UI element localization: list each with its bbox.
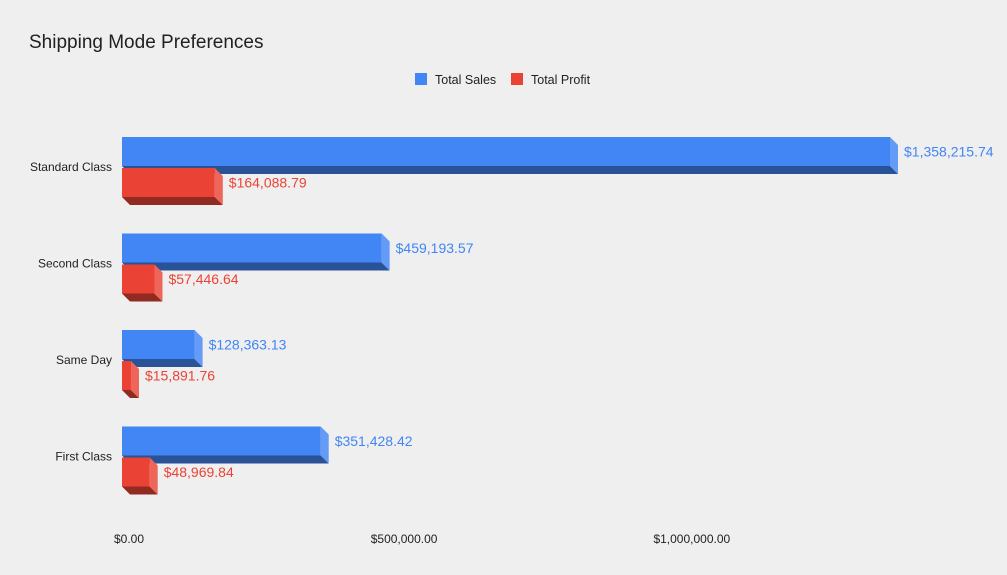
data-label: $48,969.84: [164, 464, 234, 480]
bar-bottom: [122, 262, 390, 271]
legend-label: Total Sales: [435, 73, 496, 87]
data-label: $128,363.13: [209, 337, 287, 353]
category-label-standard-class: Standard Class: [30, 160, 112, 174]
bar-bottom: [122, 293, 163, 302]
bar-bottom: [122, 486, 158, 495]
bar-side: [154, 264, 163, 302]
x-tick-label: $500,000.00: [371, 532, 438, 546]
data-label: $164,088.79: [229, 175, 307, 191]
category-axis: Standard Class Second Class Same Day First …: [30, 160, 112, 464]
bar-bottom: [122, 197, 223, 205]
bar-front: [122, 264, 155, 294]
legend-swatch: [415, 73, 427, 85]
category-label-second-class: Second Class: [38, 257, 112, 271]
data-label: $459,193.57: [396, 240, 474, 256]
category-label-first-class: First Class: [55, 450, 112, 464]
data-label: $57,446.64: [168, 271, 238, 287]
value-axis: $0.00 $500,000.00 $1,000,000.00: [114, 532, 731, 546]
bar-same-day-sales[interactable]: [122, 330, 203, 367]
plot-area: $1,358,215.74 $164,088.79 $459,193.57 $57,4…: [122, 137, 994, 495]
bar-first-class-sales[interactable]: [122, 426, 329, 464]
bar-side: [130, 361, 139, 398]
data-label: $351,428.42: [335, 433, 413, 449]
data-label: $15,891.76: [145, 368, 215, 384]
legend-swatch: [511, 73, 523, 85]
bar-bottom: [122, 455, 329, 464]
legend-item-total-profit[interactable]: Total Profit: [511, 73, 591, 87]
bar-side: [381, 233, 390, 271]
x-tick-label: $0.00: [114, 532, 144, 546]
legend-item-total-sales[interactable]: Total Sales: [415, 73, 496, 87]
bar-front: [122, 233, 382, 263]
bar-front: [122, 457, 150, 487]
data-label: $1,358,215.74: [904, 144, 994, 160]
bar-front: [122, 426, 321, 456]
bar-same-day-profit[interactable]: [122, 361, 139, 398]
bar-standard-class-profit[interactable]: [122, 168, 223, 205]
bar-front: [122, 137, 890, 166]
category-label-same-day: Same Day: [56, 353, 112, 367]
bar-second-class-profit[interactable]: [122, 264, 163, 302]
bar-side: [149, 457, 158, 495]
bar-side: [194, 330, 203, 367]
bar-front: [122, 330, 195, 359]
legend: Total Sales Total Profit: [415, 73, 591, 87]
bar-front: [122, 168, 215, 197]
bar-standard-class-sales[interactable]: [122, 137, 898, 174]
bar-bottom: [122, 166, 898, 174]
x-tick-label: $1,000,000.00: [653, 532, 730, 546]
bar-side: [214, 168, 223, 205]
bar-bottom: [122, 390, 139, 398]
bar-front: [122, 361, 131, 390]
bar-side: [890, 137, 898, 174]
bar-second-class-sales[interactable]: [122, 233, 390, 271]
chart-title: Shipping Mode Preferences: [29, 32, 263, 53]
bar-bottom: [122, 359, 203, 367]
bar-side: [320, 426, 329, 464]
bar-first-class-profit[interactable]: [122, 457, 158, 495]
legend-label: Total Profit: [531, 73, 591, 87]
